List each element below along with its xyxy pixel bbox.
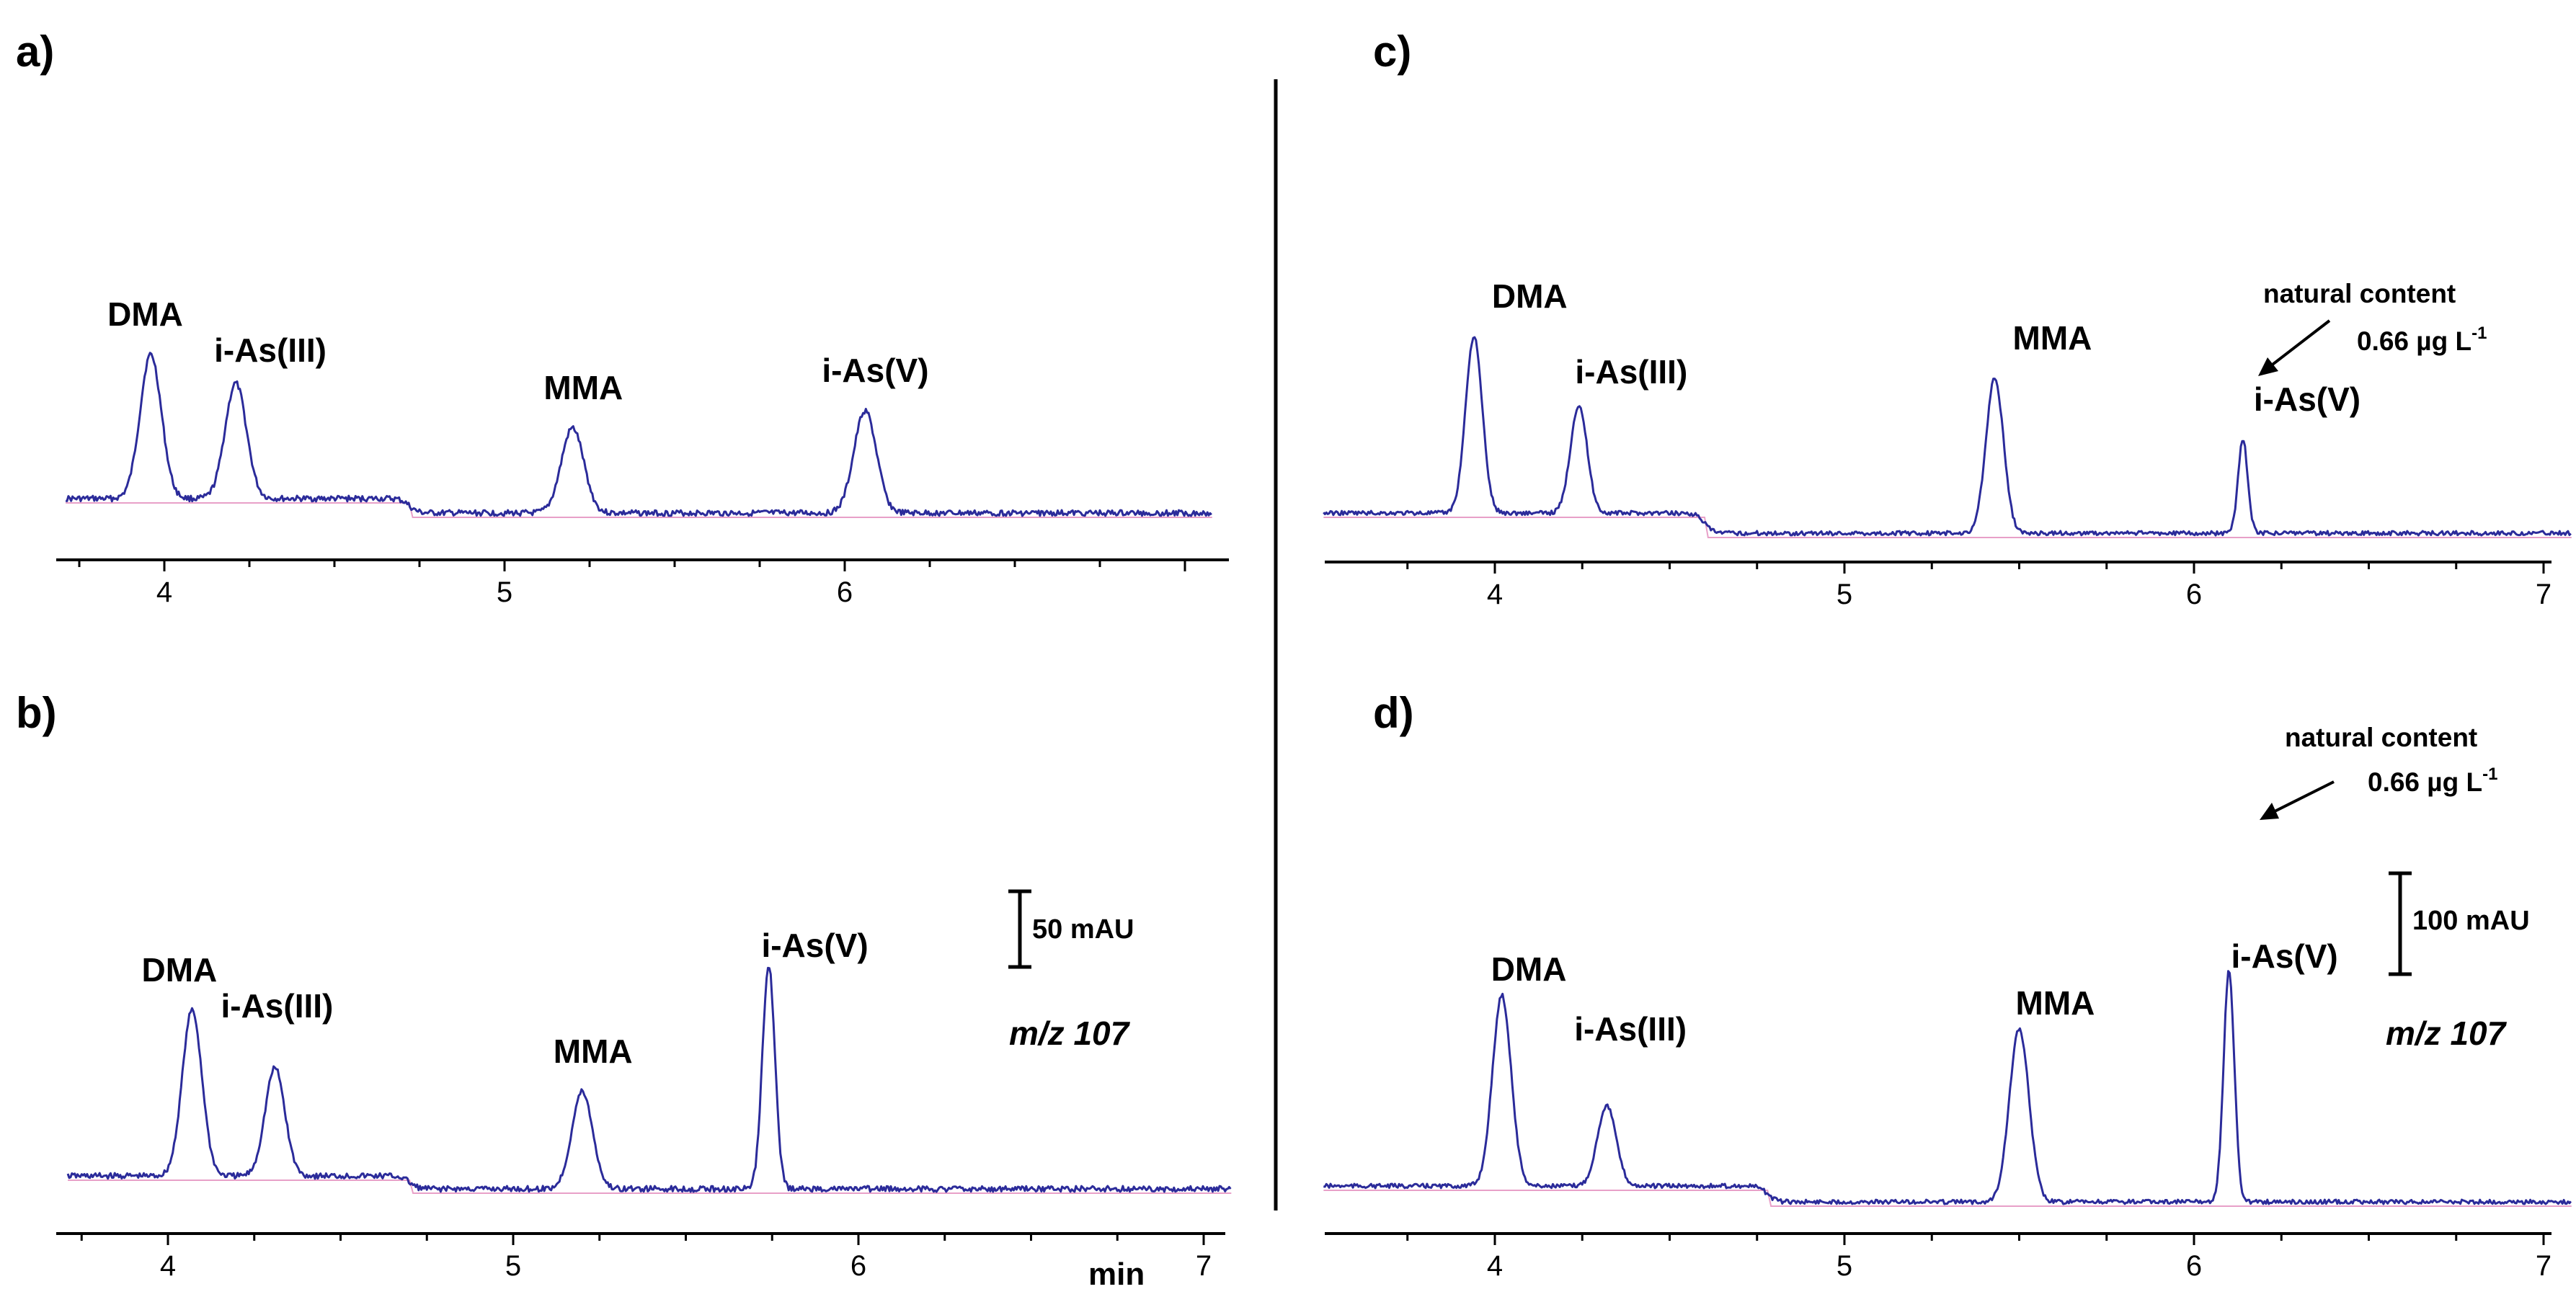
peak-label: i-As(III) (1575, 353, 1687, 391)
chromatogram-trace (1323, 336, 2572, 537)
x-tick-label: 4 (1487, 1250, 1503, 1282)
peak-label: MMA (2013, 319, 2092, 357)
peak-label: DMA (1492, 277, 1568, 315)
panel-letter-c: c) (1373, 27, 1411, 76)
annotation-arrow-c (2258, 319, 2331, 376)
annotation-text-c: natural content (2263, 279, 2456, 308)
chromatogram-trace (65, 352, 1212, 517)
x-tick-label: 5 (1836, 1250, 1852, 1282)
x-tick-label: 5 (505, 1250, 521, 1282)
x-tick-label: 6 (2186, 1250, 2202, 1282)
scale-bar-d (2389, 871, 2412, 976)
x-tick-label: 7 (2536, 1250, 2551, 1282)
x-tick-label: 7 (2536, 579, 2551, 610)
x-tick-label: 5 (1836, 579, 1852, 610)
channel-label-d: m/z 107 (2386, 1015, 2508, 1052)
x-axis-unit-label: min (1088, 1257, 1145, 1292)
peak-label: i-As(III) (214, 331, 327, 369)
x-tick-label: 6 (837, 576, 853, 608)
annotation-value-d: 0.66 µg L-1 (2368, 764, 2497, 797)
chromatogram-trace (1323, 970, 2572, 1205)
peak-label: DMA (1491, 950, 1567, 988)
x-tick-label: 4 (156, 576, 172, 608)
annotation-arrow-d (2260, 780, 2335, 820)
peak-label: i-As(V) (2231, 937, 2338, 975)
scale-bar-label-d: 100 mAU (2412, 906, 2530, 936)
annotation-value-c: 0.66 µg L-1 (2357, 324, 2487, 356)
baseline-line (1323, 517, 2572, 538)
x-tick-label: 4 (1487, 579, 1503, 610)
x-tick-label: 5 (497, 576, 512, 608)
baseline-line (66, 502, 1212, 518)
chromatogram-trace (66, 966, 1232, 1193)
x-tick-label: 7 (1196, 1250, 1212, 1282)
peak-label: i-As(V) (822, 352, 928, 389)
peak-label: MMA (543, 369, 623, 406)
peak-label: i-As(III) (1574, 1010, 1687, 1048)
scale-bar-b (1008, 889, 1031, 969)
peak-label: DMA (142, 951, 218, 989)
channel-label-b: m/z 107 (1009, 1015, 1131, 1052)
peak-label: DMA (107, 295, 183, 333)
x-tick-label: 6 (2186, 579, 2202, 610)
panel-letter-b: b) (16, 689, 57, 737)
chromatogram-panel-a: 4 5 6 DMA i-As(III) MMA i-As(V) (56, 295, 1229, 608)
annotation-text-d: natural content (2285, 723, 2477, 752)
panel-letter-d: d) (1373, 689, 1414, 737)
x-tick-label: 4 (160, 1250, 176, 1282)
peak-label: i-As(III) (221, 987, 333, 1025)
peak-label: i-As(V) (2254, 380, 2360, 418)
peak-label: MMA (554, 1033, 633, 1070)
peak-label: i-As(V) (761, 927, 868, 964)
scale-bar-label-b: 50 mAU (1032, 914, 1134, 945)
panel-letter-a: a) (16, 27, 54, 76)
peak-label: MMA (2016, 984, 2095, 1022)
baseline-line (1323, 1190, 2572, 1207)
baseline-line (68, 1180, 1232, 1194)
x-tick-label: 6 (850, 1250, 866, 1282)
